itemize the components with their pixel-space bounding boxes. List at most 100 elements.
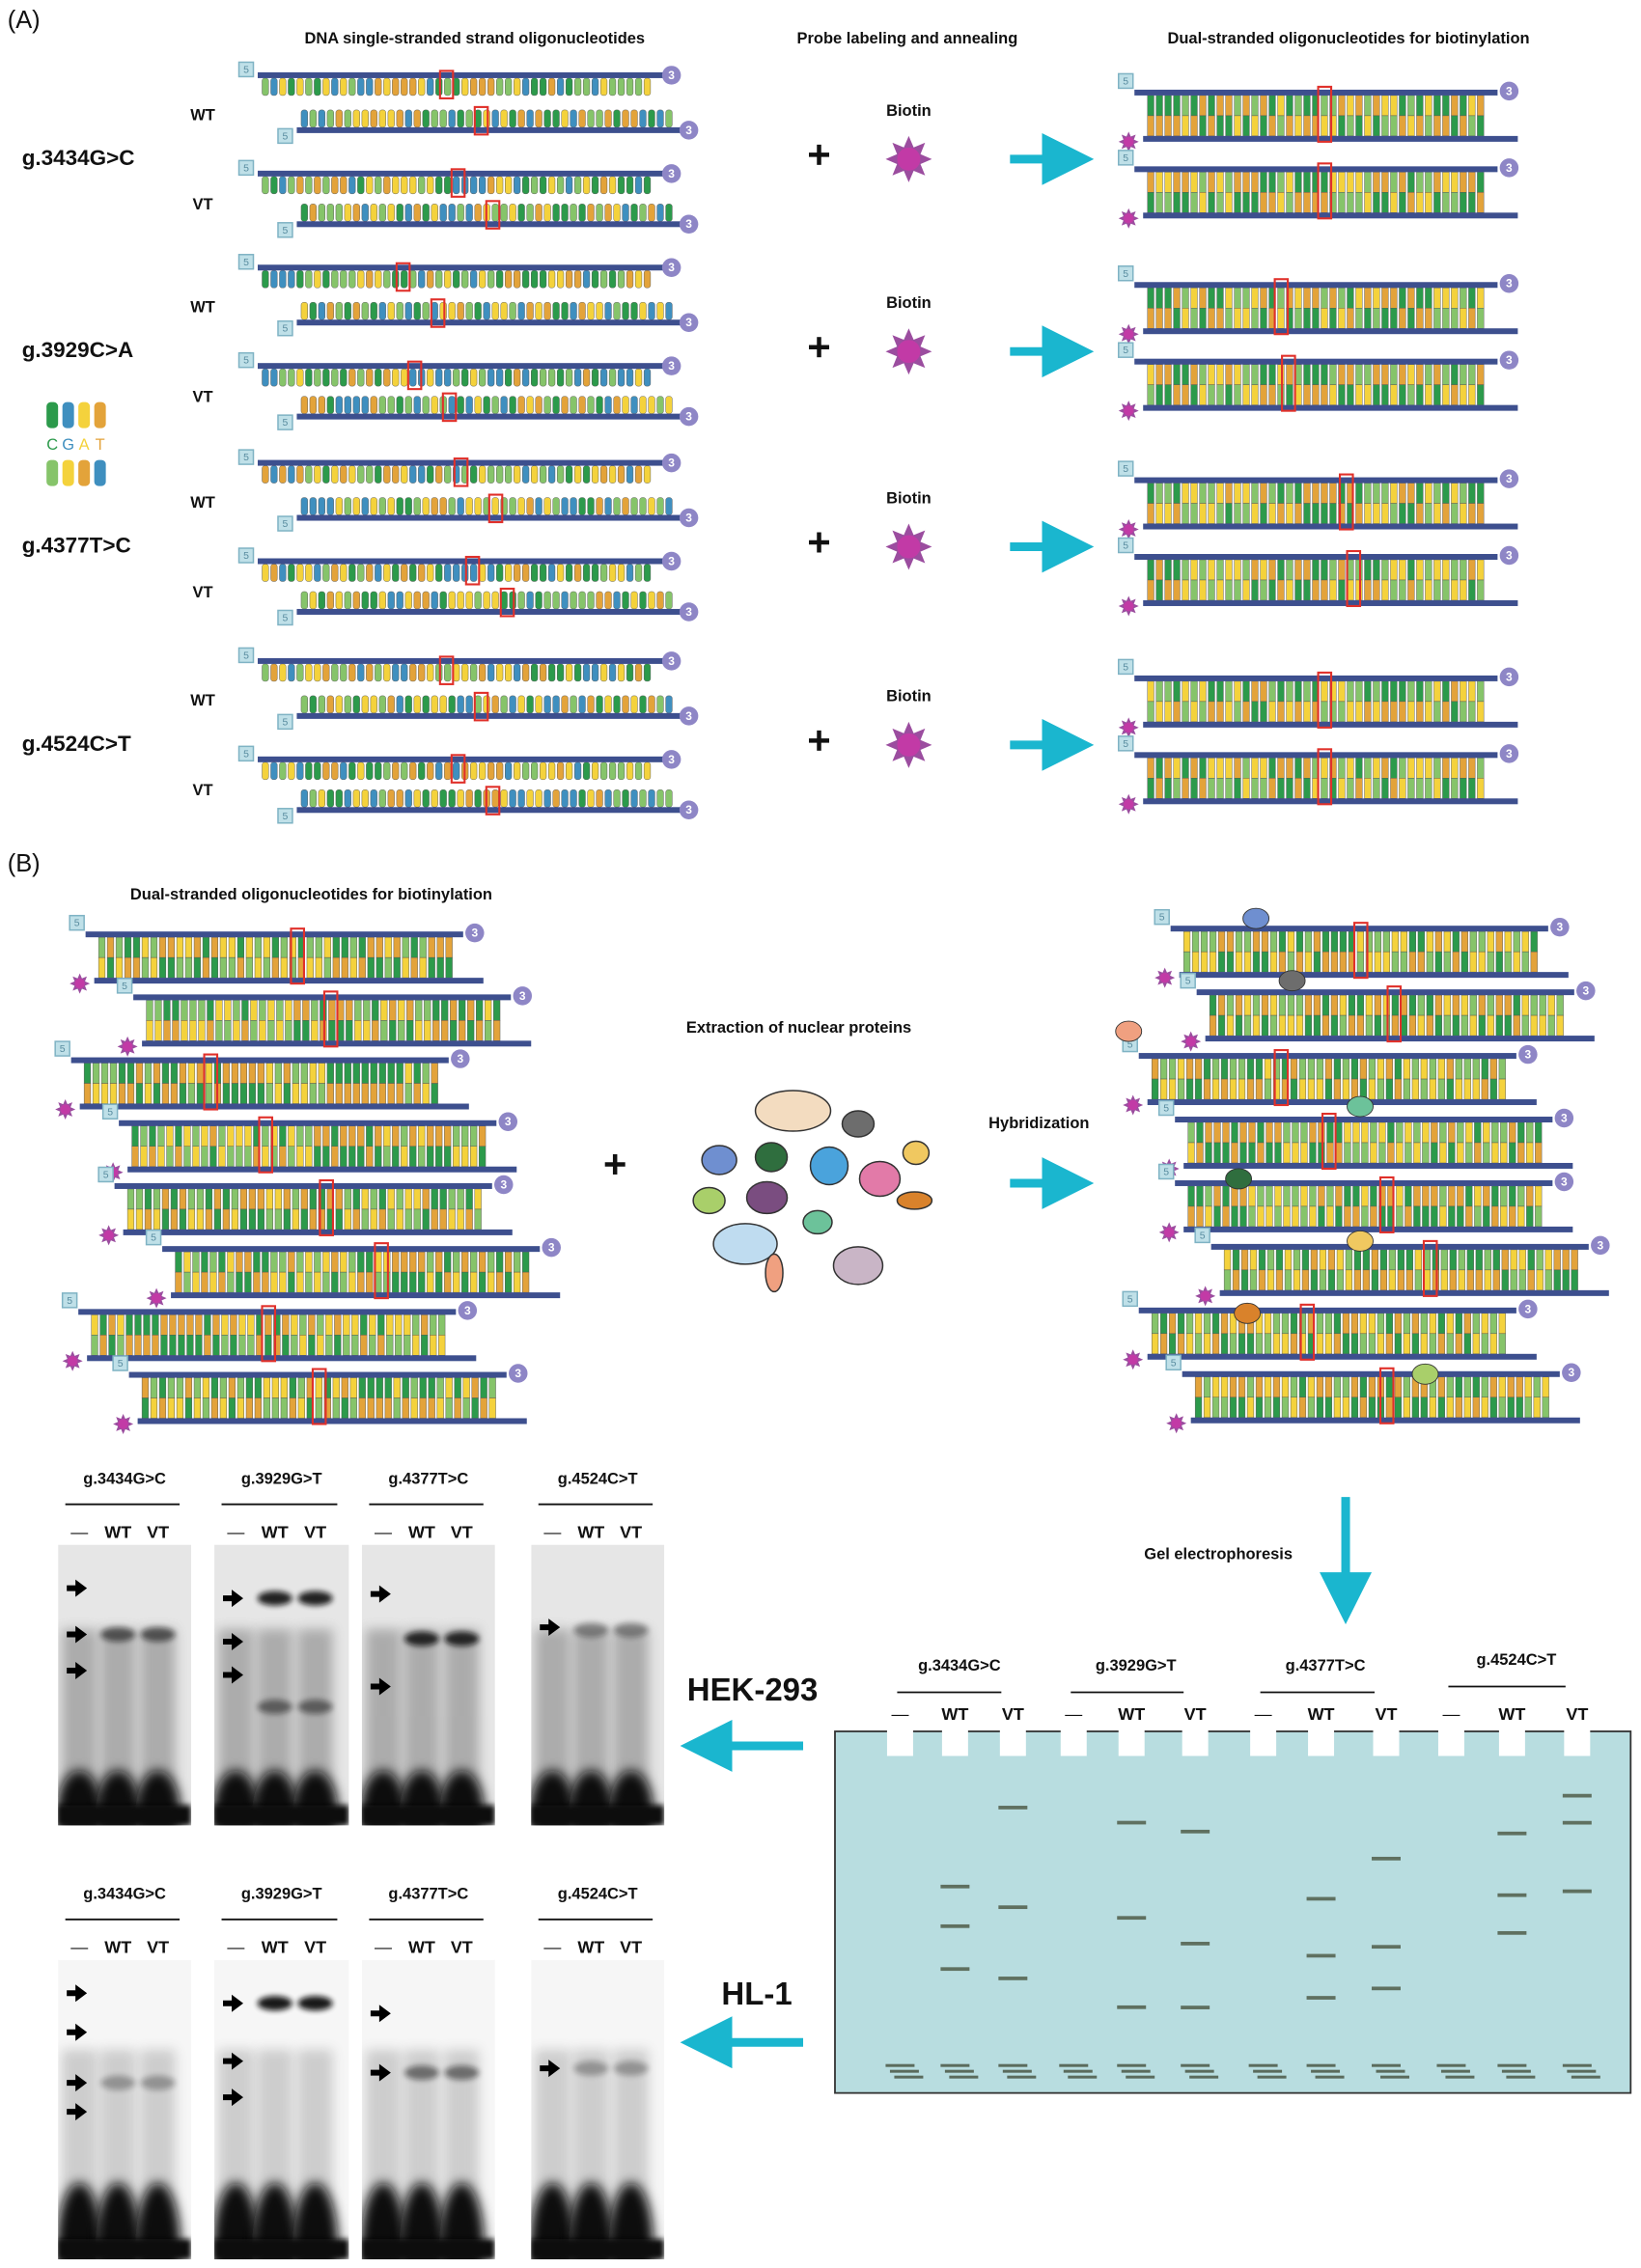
nucleotide [386, 1335, 394, 1356]
nucleotide [531, 663, 539, 682]
nucleotide [1353, 1269, 1361, 1291]
nucleotide [474, 789, 482, 808]
nucleotide [1222, 1121, 1230, 1144]
nucleotide [415, 1000, 423, 1021]
nucleotide [153, 1208, 161, 1231]
nucleotide [270, 1251, 278, 1273]
nucleotide [1460, 288, 1467, 309]
label: 3 [668, 654, 675, 668]
nucleotide [302, 1020, 310, 1041]
nucleotide [396, 1083, 403, 1104]
nucleotide [470, 368, 478, 387]
nucleotide [366, 368, 374, 387]
nucleotide [1242, 364, 1250, 385]
label: 3 [1506, 747, 1513, 761]
nucleotide [1474, 1185, 1482, 1207]
nucleotide [153, 1083, 161, 1104]
band [1567, 2069, 1597, 2073]
nucleotide [179, 1083, 187, 1104]
nucleotide [1326, 1185, 1334, 1207]
nucleotide [1231, 1142, 1238, 1164]
nucleotide [195, 1314, 203, 1336]
nucleotide [514, 270, 521, 289]
nucleotide [176, 956, 184, 979]
nucleotide [386, 1314, 394, 1336]
nucleotide [1225, 503, 1233, 524]
nucleotide [1321, 364, 1328, 385]
nucleotide [325, 1314, 333, 1336]
three-prime-end [679, 706, 699, 726]
nucleotide [1452, 951, 1460, 973]
nucleotide [1364, 308, 1372, 329]
nucleotide [639, 396, 647, 414]
nucleotide [1242, 172, 1250, 193]
nucleotide [361, 204, 369, 222]
band [1189, 2075, 1219, 2079]
nucleotide [626, 564, 634, 582]
nucleotide [1434, 1014, 1442, 1037]
nucleotide [582, 761, 591, 781]
nucleotide [279, 761, 287, 781]
nucleotide [444, 77, 452, 97]
nucleotide [656, 302, 664, 320]
nucleotide [622, 591, 629, 610]
nucleotide [626, 368, 634, 387]
nucleotide [483, 302, 490, 320]
nucleotide [1481, 1376, 1488, 1397]
nucleotide [1397, 1269, 1405, 1291]
nucleotide [1168, 1058, 1177, 1080]
nucleotide [1292, 1142, 1299, 1164]
nucleotide [1294, 680, 1302, 703]
nucleotide [418, 564, 426, 582]
label: 5 [103, 1170, 109, 1180]
nucleotide [132, 936, 141, 958]
nucleotide [1347, 172, 1354, 193]
nucleotide [1472, 1333, 1480, 1355]
nucleotide [573, 564, 582, 582]
nucleotide [531, 465, 539, 484]
nucleotide [643, 176, 652, 195]
band [1372, 1986, 1401, 1991]
nucleotide [1173, 384, 1181, 405]
nucleotide [1530, 951, 1538, 973]
five-prime-end [277, 609, 293, 626]
nucleotide [270, 176, 278, 195]
shift-band [140, 2075, 176, 2090]
nucleotide [1242, 192, 1250, 213]
nucleotide [1182, 192, 1189, 213]
nucleotide [656, 109, 664, 128]
nucleotide [126, 1083, 135, 1104]
nucleotide [401, 270, 408, 289]
nucleotide [438, 1314, 446, 1336]
label: 5 [243, 749, 249, 760]
nucleotide [409, 663, 417, 682]
nucleotide [1182, 778, 1189, 799]
nucleotide [535, 591, 542, 610]
nucleotide [596, 302, 603, 320]
nucleotide [1425, 559, 1432, 581]
nucleotide [326, 302, 334, 320]
backbone [257, 657, 663, 664]
nucleotide [428, 936, 435, 958]
nucleotide [1147, 308, 1154, 329]
nucleotide [1190, 308, 1198, 329]
nucleotide [1451, 384, 1459, 405]
nucleotide [608, 368, 617, 387]
nucleotide [264, 1335, 272, 1356]
nucleotide [487, 564, 495, 582]
nucleotide [591, 663, 599, 682]
nucleotide [221, 1314, 229, 1336]
nucleotide [1216, 384, 1224, 405]
nucleotide [1457, 1121, 1464, 1144]
nucleotide [196, 1083, 205, 1104]
nucleotide [370, 204, 377, 222]
nucleotide [158, 1397, 167, 1419]
nucleotide [361, 497, 369, 515]
band [1117, 2063, 1147, 2067]
free-probe [58, 1805, 192, 1826]
nucleotide [479, 465, 487, 484]
nucleotide [1277, 288, 1285, 309]
nucleotide [196, 1208, 205, 1231]
nucleotide [1190, 758, 1198, 779]
nucleotide [1484, 1249, 1491, 1271]
